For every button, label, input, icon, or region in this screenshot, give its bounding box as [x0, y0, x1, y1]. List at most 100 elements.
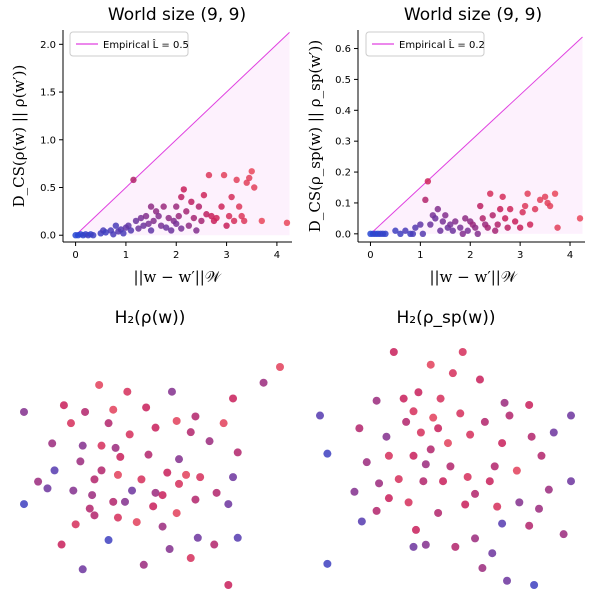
data-point	[516, 224, 524, 231]
embedding-plot-rho: H₂(ρ(w))	[20, 308, 284, 589]
data-point	[531, 205, 539, 213]
data-point	[223, 222, 230, 229]
data-point	[185, 222, 193, 229]
data-point	[452, 218, 459, 225]
embedding-point	[113, 513, 122, 522]
data-point	[576, 215, 584, 222]
embedding-point	[20, 407, 28, 416]
data-point	[536, 196, 544, 204]
embedding-point	[409, 451, 418, 460]
data-point	[243, 179, 250, 186]
data-point	[489, 212, 496, 219]
embedding-point	[446, 462, 455, 471]
data-point	[484, 224, 491, 231]
data-point	[178, 193, 185, 201]
data-point	[157, 222, 165, 229]
embedding-point	[443, 439, 452, 448]
data-point	[102, 229, 109, 236]
empirical-line	[370, 36, 583, 235]
lipschitz-line	[75, 32, 290, 236]
data-point	[225, 212, 233, 220]
data-point	[462, 215, 469, 222]
embedding-point	[409, 407, 418, 416]
embedding-point	[137, 475, 146, 484]
data-point	[521, 202, 529, 210]
data-point	[437, 227, 444, 234]
embedding-point	[421, 540, 430, 549]
data-point	[152, 208, 160, 215]
y-tick-label: 0.5	[335, 75, 351, 86]
data-point	[228, 193, 235, 201]
embedding-point	[372, 506, 381, 515]
data-point	[173, 220, 180, 227]
data-points	[367, 178, 584, 238]
embedding-point	[419, 477, 428, 486]
x-tick-label: 1	[417, 250, 423, 261]
data-point	[422, 196, 429, 204]
embedding-point	[544, 485, 553, 494]
embedding-point	[466, 430, 475, 439]
data-point	[409, 230, 417, 238]
embedding-point	[76, 457, 85, 466]
embedding-point	[158, 491, 167, 500]
data-point	[140, 222, 147, 229]
data-point	[147, 203, 155, 210]
embedding-point	[149, 502, 158, 511]
data-point	[178, 225, 185, 232]
data-point	[397, 230, 404, 238]
data-point	[220, 171, 228, 179]
embedding-point	[120, 497, 129, 506]
legend-label: Empirical L̂ = 0.2	[399, 38, 485, 51]
embedding-point	[229, 473, 238, 482]
y-tick-label: 2.0	[40, 40, 56, 51]
embedding-point	[456, 409, 465, 418]
embedding-point	[224, 581, 233, 589]
data-point	[145, 220, 152, 227]
embedding-point	[411, 525, 420, 534]
y-ticks: 0.0 0.5 1.0 1.5 2.0	[40, 40, 63, 242]
embedding-point	[414, 388, 423, 397]
embedding-plot-rho-sp: H₂(ρ_sp(w))	[316, 308, 575, 589]
embedding-point	[59, 401, 68, 410]
embedding-point	[233, 448, 242, 457]
embedding-point	[151, 488, 160, 497]
embedding-point	[498, 519, 507, 528]
embedding-point	[394, 475, 403, 484]
data-point	[162, 224, 170, 231]
embedding-point	[78, 565, 87, 574]
data-point	[474, 230, 481, 238]
embedding-point	[355, 424, 364, 433]
data-point	[434, 205, 442, 213]
y-tick-label: 0.2	[335, 168, 351, 179]
embedding-point	[323, 449, 332, 458]
y-tick-label: 0.1	[335, 198, 351, 209]
data-point	[165, 214, 172, 222]
data-point	[150, 217, 157, 225]
data-point	[208, 212, 215, 220]
data-point	[155, 212, 162, 220]
data-point	[203, 211, 210, 218]
y-axis-label: D_CS(ρ_sp(w) || ρ_sp(w′))	[306, 40, 324, 232]
embedding-point	[43, 484, 52, 493]
x-tick-label: 2	[467, 250, 473, 261]
bound-region	[75, 32, 290, 236]
data-point	[135, 225, 142, 232]
data-point	[419, 230, 427, 238]
embedding-point	[567, 411, 575, 420]
embedding-point	[163, 468, 172, 477]
embedding-point	[158, 522, 167, 531]
embedding-point	[426, 445, 435, 454]
data-point	[499, 193, 506, 200]
embedding-point	[316, 411, 324, 420]
data-point	[160, 203, 167, 210]
data-point	[392, 227, 399, 234]
embedding-point	[212, 488, 221, 497]
data-point	[120, 230, 127, 237]
embedding-point	[535, 504, 544, 513]
embedding-point	[490, 462, 499, 471]
embedding-point	[109, 497, 118, 506]
data-point	[457, 224, 464, 231]
panel-3-title: H₂(ρ(w))	[115, 308, 186, 328]
